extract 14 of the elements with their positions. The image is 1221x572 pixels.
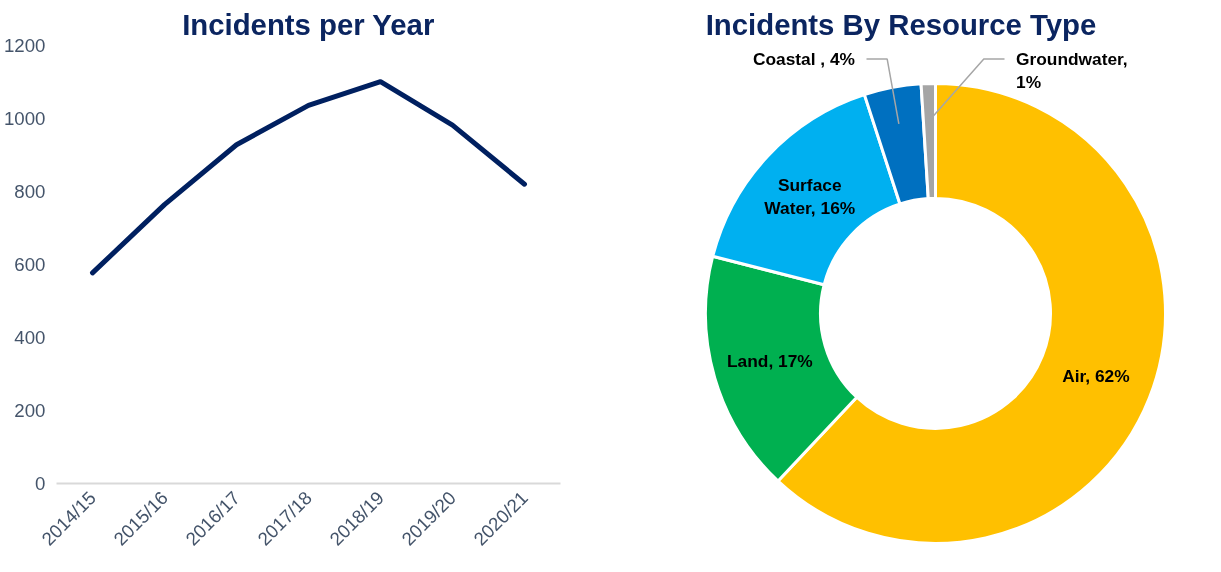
slice-label: Coastal , 4%: [752, 49, 856, 70]
slice-label: Land, 17%: [727, 350, 813, 371]
y-tick-label: 1200: [4, 35, 46, 56]
slice-label: Air, 62%: [1062, 366, 1130, 387]
y-tick-label: 1000: [4, 108, 46, 129]
y-tick-label: 800: [14, 181, 46, 202]
y-tick-label: 400: [14, 327, 46, 348]
slice-label: Surface Water, 16%: [764, 175, 856, 219]
y-tick-label: 200: [14, 400, 46, 421]
chart-title: Incidents By Resource Type: [705, 7, 1097, 41]
chart-title: Incidents per Year: [182, 7, 435, 41]
y-tick-label: 0: [35, 473, 46, 494]
y-tick-label: 600: [14, 254, 46, 275]
slice-label: Groundwater, 1%: [1016, 49, 1128, 92]
